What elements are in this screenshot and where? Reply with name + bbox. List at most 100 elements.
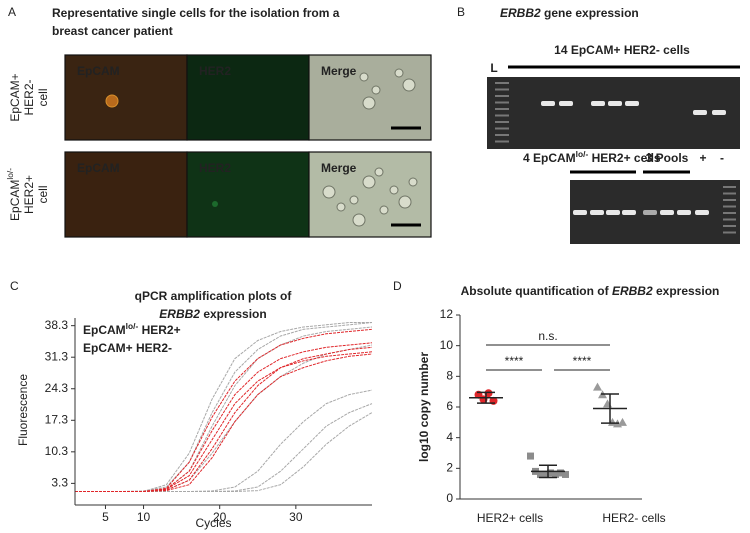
x-tick-label: 30	[289, 510, 303, 524]
y-axis-label: log10 copy number	[417, 352, 431, 462]
band	[625, 101, 639, 106]
point	[552, 470, 559, 478]
x-tick-label: HER2- cells	[602, 511, 665, 525]
text-part: ERBB2	[612, 284, 653, 298]
panel-letter: B	[457, 5, 465, 19]
ladder-band	[495, 127, 509, 130]
x-tick-label: 10	[137, 510, 151, 524]
band	[608, 101, 622, 106]
text-part: qPCR amplification plots of	[135, 289, 293, 303]
ladder-band	[723, 199, 736, 201]
text-part: HER2-	[22, 79, 36, 115]
ladder-band	[495, 114, 509, 117]
y-tick-label: 3.3	[51, 476, 68, 490]
y-tick-label: 2	[446, 461, 453, 475]
curve	[75, 412, 373, 492]
ladder-band	[723, 218, 736, 221]
legend-entry: EpCAMlo/- HER2+	[83, 321, 181, 337]
cell	[322, 185, 336, 199]
band	[573, 210, 587, 215]
cell	[374, 167, 384, 177]
cell	[359, 72, 369, 82]
cell	[389, 185, 399, 195]
y-tick-label: 17.3	[45, 412, 69, 426]
ladder-band	[495, 108, 509, 110]
band	[660, 210, 674, 215]
x-tick-label: HER2+ cells	[477, 511, 543, 525]
cell	[398, 195, 412, 209]
ladder-band	[495, 121, 509, 123]
point	[537, 470, 544, 478]
text-part: EpCAM	[8, 180, 22, 221]
text-part: lo/-	[5, 168, 15, 180]
band	[590, 210, 604, 215]
band	[643, 210, 657, 215]
point	[547, 469, 554, 477]
curve	[75, 351, 373, 492]
band	[695, 210, 709, 215]
text-part: HER2+	[138, 323, 180, 337]
ladder-band	[495, 101, 509, 104]
ladder-band	[495, 88, 509, 91]
y-tick-label: 38.3	[45, 318, 69, 332]
y-tick-label: 4	[446, 430, 453, 444]
text-part: EpCAM+ HER2-	[83, 341, 172, 355]
point	[542, 470, 549, 478]
significance-label: ****	[505, 354, 524, 368]
cell	[394, 68, 404, 78]
curve	[75, 403, 373, 492]
row-label: HER2+	[22, 175, 36, 214]
cell	[408, 177, 418, 187]
text-part: EpCAM+	[8, 73, 22, 121]
cell	[371, 85, 381, 95]
ladder-label: L	[490, 61, 497, 75]
band	[591, 101, 605, 106]
x-tick-label: 20	[213, 510, 227, 524]
chart-title: Absolute quantification of ERBB2 express…	[461, 284, 720, 298]
ladder-band	[723, 225, 736, 227]
text-part: cell	[36, 185, 50, 203]
y-tick-label: 12	[440, 307, 454, 321]
cell	[212, 201, 218, 207]
gel-label: -	[720, 151, 724, 165]
row-label: cell	[36, 88, 50, 106]
x-axis-label: Cycles	[195, 516, 231, 530]
text-part: Absolute quantification of	[461, 284, 612, 298]
band	[622, 210, 636, 215]
chart-title: ERBB2 expression	[159, 307, 266, 321]
panel-letter: A	[8, 5, 16, 19]
y-tick-label: 6	[446, 399, 453, 413]
ladder-band	[495, 82, 509, 84]
panel-title: Representative single cells for the isol…	[52, 6, 340, 20]
channel-label: HER2	[199, 64, 231, 78]
ladder-band	[723, 186, 736, 188]
ladder-band	[723, 192, 736, 195]
channel-label: EpCAM	[77, 161, 120, 175]
point	[557, 469, 564, 477]
text-part: EpCAM	[83, 323, 126, 337]
text-part: ERBB2	[159, 307, 200, 321]
channel-label: EpCAM	[77, 64, 120, 78]
point	[618, 417, 627, 426]
gel-label: +	[699, 151, 706, 165]
panel-title: ERBB2 gene expression	[500, 6, 639, 20]
y-tick-label: 8	[446, 369, 453, 383]
text-part: 4 EpCAM	[523, 151, 576, 165]
significance-label: n.s.	[538, 329, 557, 343]
text-part: HER2+	[22, 175, 36, 214]
ladder-band	[495, 134, 509, 136]
text-part: ERBB2	[500, 6, 541, 20]
micrograph	[64, 54, 188, 141]
panel-letter: D	[393, 279, 402, 293]
row-label: EpCAM+	[8, 73, 22, 121]
curve	[75, 344, 373, 492]
point	[562, 470, 569, 478]
text-part: lo/-	[126, 321, 139, 331]
point	[527, 452, 534, 460]
gel-label: 14 EpCAM+ HER2- cells	[554, 43, 690, 57]
ladder-band	[495, 140, 509, 143]
text-part: gene expression	[541, 6, 639, 20]
gel-label: 4 EpCAMlo/- HER2+ cells	[523, 149, 661, 165]
row-label: EpCAMlo/-	[5, 168, 22, 221]
